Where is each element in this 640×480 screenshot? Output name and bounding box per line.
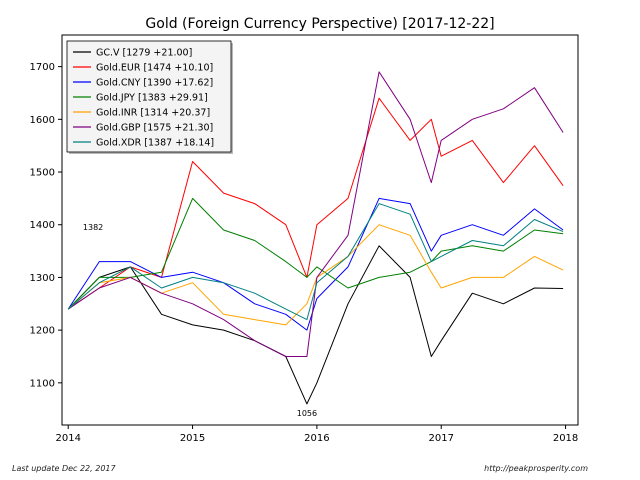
legend-box [66,40,232,153]
annotation-label: 1056 [297,409,317,418]
series-line [67,203,564,321]
annotation-label: 1382 [83,223,103,232]
series-line [67,197,564,310]
x-axis: 2014 2015 2016 2017 2018 [55,425,578,444]
x-tick-label: 2017 [429,433,454,444]
chart-title: Gold (Foreign Currency Perspective) [201… [145,16,494,32]
legend-entry: Gold.JPY [1383 +29.91] [96,93,208,104]
y-tick-label: 1600 [30,115,55,126]
y-tick-label: 1300 [30,273,55,284]
series-line [67,71,564,357]
legend-entry: Gold.GBP [1575 +21.30] [96,123,213,134]
x-tick-label: 2018 [553,433,578,444]
legend-entry: Gold.CNY [1390 +17.62] [96,78,213,89]
source-url-text: http://peakprosperity.com [484,464,588,473]
y-tick-label: 1100 [30,378,55,389]
legend-entry: Gold.XDR [1387 +18.14] [96,138,214,149]
y-tick-label: 1200 [30,326,55,337]
series-layer [67,71,564,405]
x-tick-label: 2015 [180,433,205,444]
y-axis: 1100 1200 1300 1400 1500 1600 1700 [30,62,62,389]
series-line [67,197,564,331]
last-update-text: Last update Dec 22, 2017 [12,464,116,473]
y-tick-label: 1400 [30,220,55,231]
y-tick-label: 1500 [30,168,55,179]
x-tick-label: 2016 [304,433,329,444]
annotation-layer: 1382 1056 [83,223,317,418]
x-tick-label: 2014 [55,433,80,444]
legend: GC.V [1279 +21.00] Gold.EUR [1474 +10.10]… [66,40,233,154]
legend-entry: Gold.INR [1314 +20.37] [96,108,210,119]
y-tick-label: 1700 [30,62,55,73]
legend-entry: Gold.EUR [1474 +10.10] [96,63,213,74]
legend-entry: GC.V [1279 +21.00] [96,48,192,59]
series-line [67,245,564,405]
